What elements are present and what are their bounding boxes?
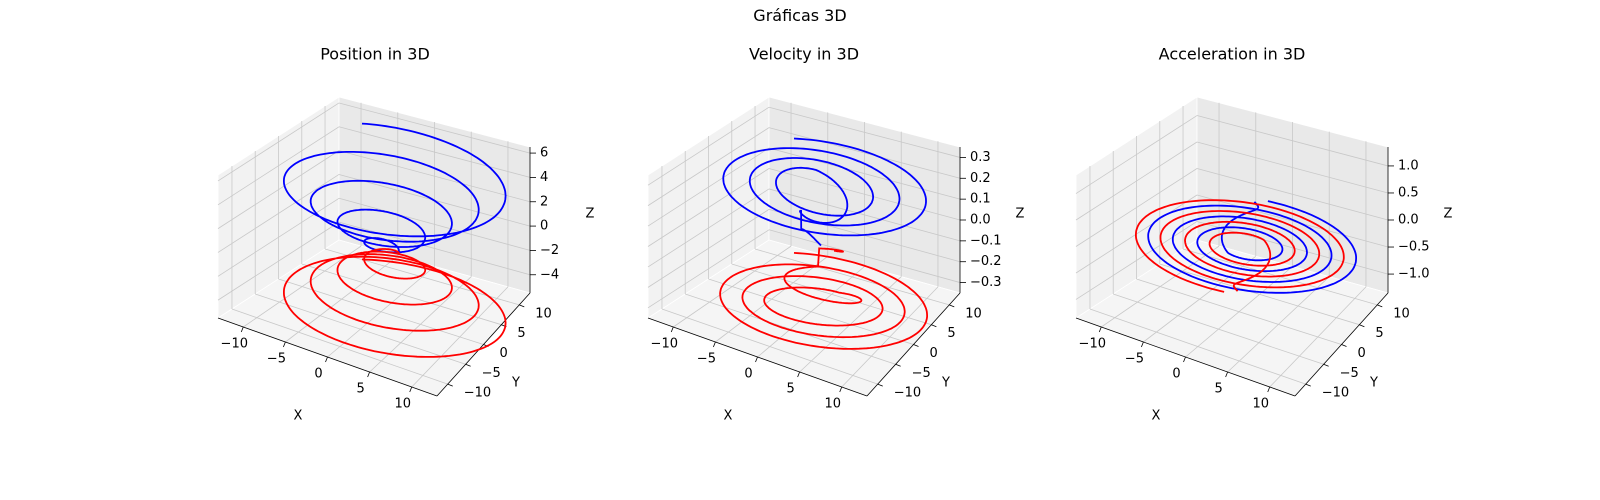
y-tick-label: 0	[1358, 346, 1366, 361]
y-tick-label: −5	[1340, 366, 1359, 381]
y-tick-label: 10	[965, 306, 982, 321]
z-tick-label: −4	[540, 267, 559, 282]
y-tick-label: 10	[1393, 306, 1410, 321]
x-axis-label: X	[294, 409, 303, 424]
y-tick-label: 10	[535, 306, 552, 321]
z-tick-label: −0.2	[970, 254, 1002, 269]
x-tick-label: −10	[651, 337, 678, 352]
x-tick-label: −5	[1125, 352, 1144, 367]
subplot-title: Velocity in 3D	[749, 45, 859, 64]
z-tick-label: 0.2	[970, 171, 991, 186]
y-tick-label: 5	[517, 326, 525, 341]
x-tick-label: 0	[744, 367, 752, 382]
z-tick-label: −0.3	[970, 275, 1002, 290]
x-tick-label: −10	[221, 337, 248, 352]
z-axis-label: Z	[1016, 207, 1025, 222]
series-line-1	[282, 122, 507, 255]
series-line-1	[1147, 200, 1357, 294]
z-tick-label: 6	[540, 146, 548, 161]
z-tick-label: 0.3	[970, 150, 991, 165]
x-tick-label: 5	[356, 382, 364, 397]
y-tick-label: −5	[912, 366, 931, 381]
series-line-1	[722, 137, 927, 247]
series-line-2	[719, 247, 928, 350]
series-line-2	[1135, 199, 1345, 293]
y-tick-label: −5	[482, 366, 501, 381]
x-tick-label: −5	[697, 352, 716, 367]
z-tick-label: −0.5	[1398, 240, 1430, 255]
y-tick-label: −10	[1322, 386, 1349, 401]
y-tick-label: −10	[894, 386, 921, 401]
x-axis-label: X	[724, 409, 733, 424]
y-tick-label: 0	[930, 346, 938, 361]
x-tick-label: 0	[314, 367, 322, 382]
z-axis-label: Z	[1444, 207, 1453, 222]
subplot-2: −10−50510−10−50510−0.3−0.2−0.10.00.10.20…	[647, 45, 1025, 424]
subplot-title: Position in 3D	[320, 45, 430, 64]
x-tick-label: 0	[1172, 367, 1180, 382]
subplot-3: −10−50510−10−50510−1.0−0.50.00.51.0XYZAc…	[1075, 45, 1453, 424]
y-axis-label: Y	[1369, 376, 1378, 391]
x-tick-label: 5	[1214, 382, 1222, 397]
z-tick-label: 0	[540, 219, 548, 234]
subplot-title: Acceleration in 3D	[1159, 45, 1306, 64]
y-axis-label: Y	[941, 376, 950, 391]
z-tick-label: −0.1	[970, 233, 1002, 248]
y-tick-label: 5	[1375, 326, 1383, 341]
x-tick-label: 10	[394, 397, 411, 412]
z-tick-label: −2	[540, 243, 559, 258]
z-tick-label: −1.0	[1398, 267, 1430, 282]
x-tick-label: 10	[824, 397, 841, 412]
series-line-2	[282, 248, 507, 358]
x-tick-label: −5	[267, 352, 286, 367]
z-tick-label: 2	[540, 194, 548, 209]
z-tick-label: 0.0	[970, 213, 991, 228]
z-tick-label: 1.0	[1398, 158, 1419, 173]
y-tick-label: −10	[464, 386, 491, 401]
x-axis-label: X	[1152, 409, 1161, 424]
z-tick-label: 0.0	[1398, 213, 1419, 228]
z-tick-label: 4	[540, 170, 548, 185]
y-tick-label: 5	[947, 326, 955, 341]
x-tick-label: 10	[1252, 397, 1269, 412]
figure-suptitle: Gráficas 3D	[753, 6, 847, 25]
y-tick-label: 0	[500, 346, 508, 361]
z-tick-label: 0.5	[1398, 185, 1419, 200]
x-tick-label: −10	[1079, 337, 1106, 352]
y-axis-label: Y	[511, 376, 520, 391]
x-tick-label: 5	[786, 382, 794, 397]
z-axis-label: Z	[586, 207, 595, 222]
z-tick-label: 0.1	[970, 192, 991, 207]
